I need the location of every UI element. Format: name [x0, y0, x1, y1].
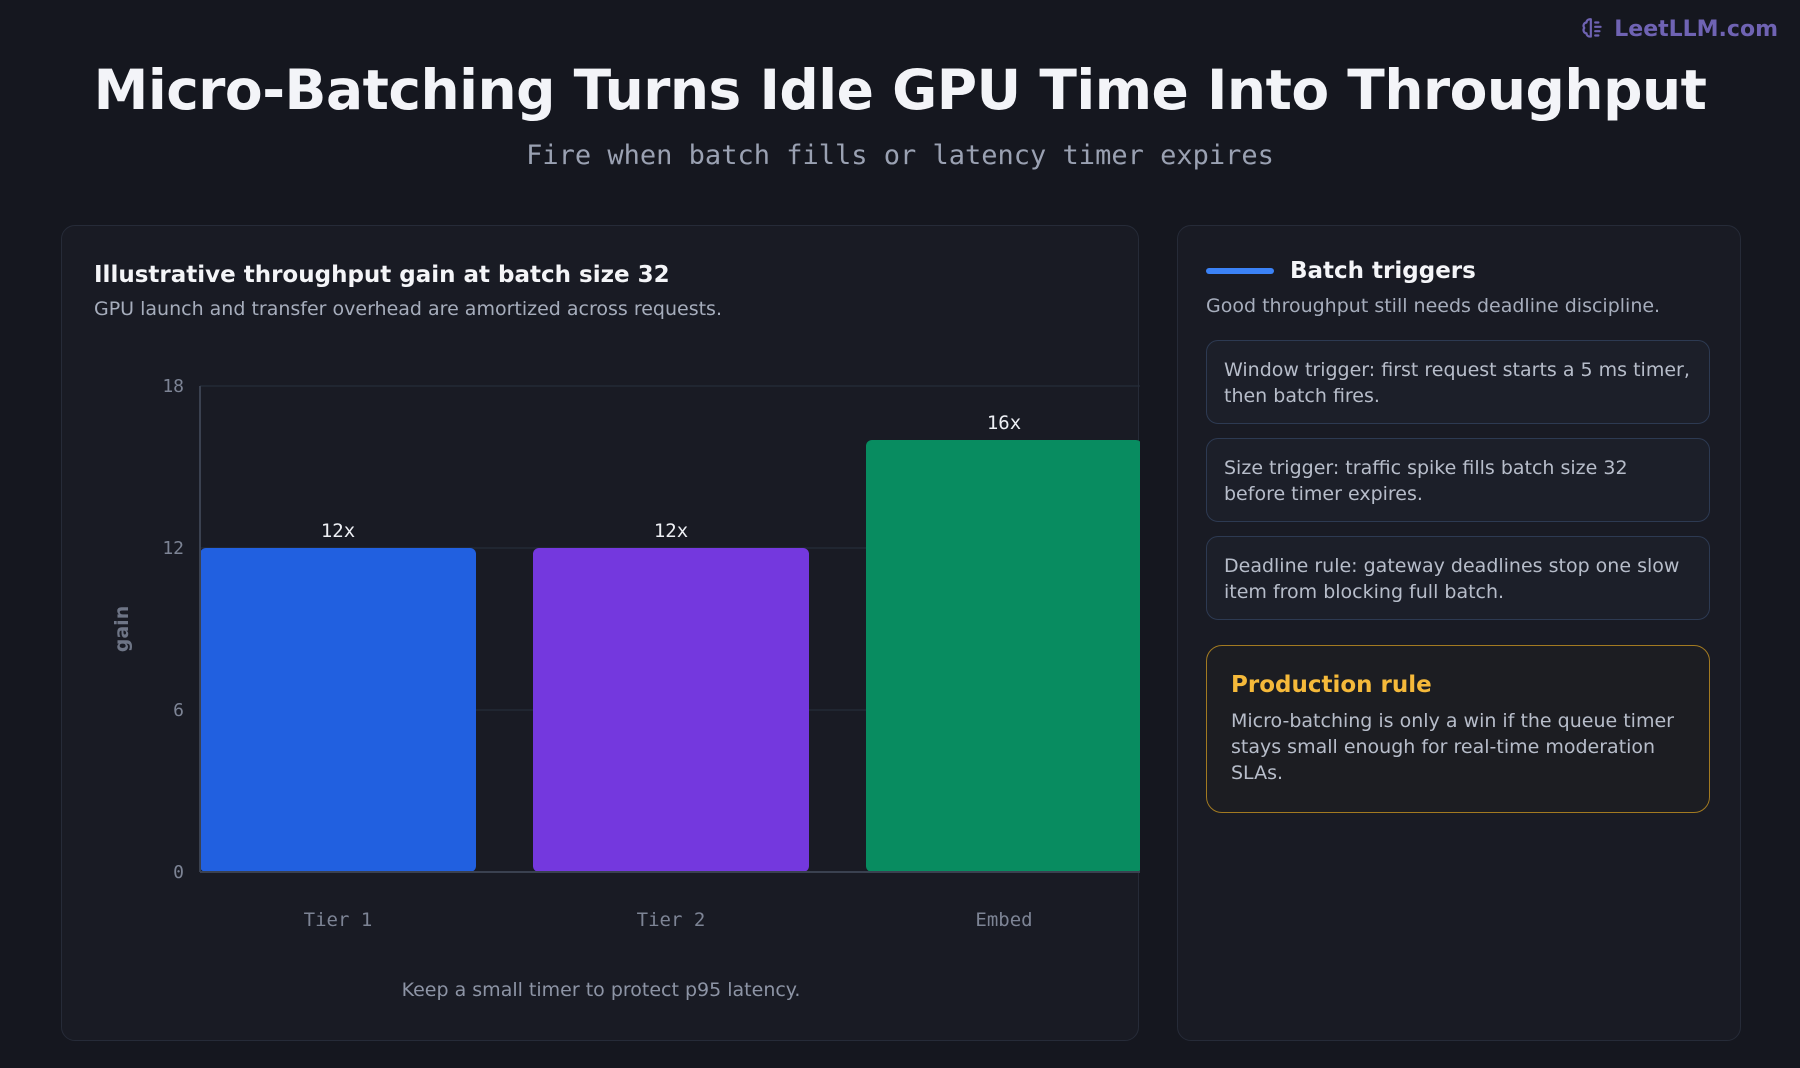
trigger-card-deadline: Deadline rule: gateway deadlines stop on…	[1206, 536, 1710, 620]
page-title: Micro-Batching Turns Idle GPU Time Into …	[93, 58, 1707, 122]
brain-icon	[1582, 18, 1602, 38]
chart-subtitle: GPU launch and transfer overhead are amo…	[94, 298, 722, 320]
data-label: 12x	[321, 520, 355, 542]
bar-embed	[866, 440, 1140, 872]
bar-tier-1	[200, 548, 476, 872]
chart-footnote: Keep a small timer to protect p95 latenc…	[401, 979, 801, 1001]
y-tick-label: 12	[162, 538, 184, 559]
batch-triggers-panel: Batch triggers Good throughput still nee…	[1177, 225, 1741, 1041]
production-rule-body: Micro-batching is only a win if the queu…	[1231, 710, 1674, 784]
y-axis-label: gain	[111, 606, 133, 652]
production-rule-card: Production rule Micro-batching is only a…	[1206, 645, 1710, 813]
page-subtitle: Fire when batch fills or latency timer e…	[526, 140, 1274, 171]
y-tick-label: 6	[173, 700, 184, 721]
brand[interactable]: LeetLLM.com	[1580, 16, 1778, 42]
x-tick-label: Tier 2	[637, 909, 706, 931]
trigger-card-window: Window trigger: first request starts a 5…	[1206, 340, 1710, 424]
side-subtitle: Good throughput still needs deadline dis…	[1206, 295, 1661, 317]
chart-panel: Illustrative throughput gain at batch si…	[61, 225, 1140, 1041]
bar-tier-2	[533, 548, 809, 872]
y-tick-label: 0	[173, 862, 184, 883]
bar-chart: 0 6 12 18 gain 12x Tier 1 12x Tier 2 16x Embed	[111, 376, 1140, 931]
x-tick-label: Embed	[975, 909, 1032, 931]
brand-name: LeetLLM.com	[1614, 16, 1778, 42]
side-title: Batch triggers	[1290, 258, 1476, 284]
y-tick-label: 18	[162, 376, 184, 397]
trigger-card-size: Size trigger: traffic spike fills batch …	[1206, 438, 1710, 522]
chart-title: Illustrative throughput gain at batch si…	[94, 262, 670, 288]
side-header: Batch triggers	[1206, 258, 1476, 284]
production-rule-title: Production rule	[1231, 672, 1432, 698]
data-label: 16x	[987, 412, 1021, 434]
data-label: 12x	[654, 520, 688, 542]
x-tick-label: Tier 1	[304, 909, 373, 931]
accent-bar	[1206, 268, 1274, 274]
